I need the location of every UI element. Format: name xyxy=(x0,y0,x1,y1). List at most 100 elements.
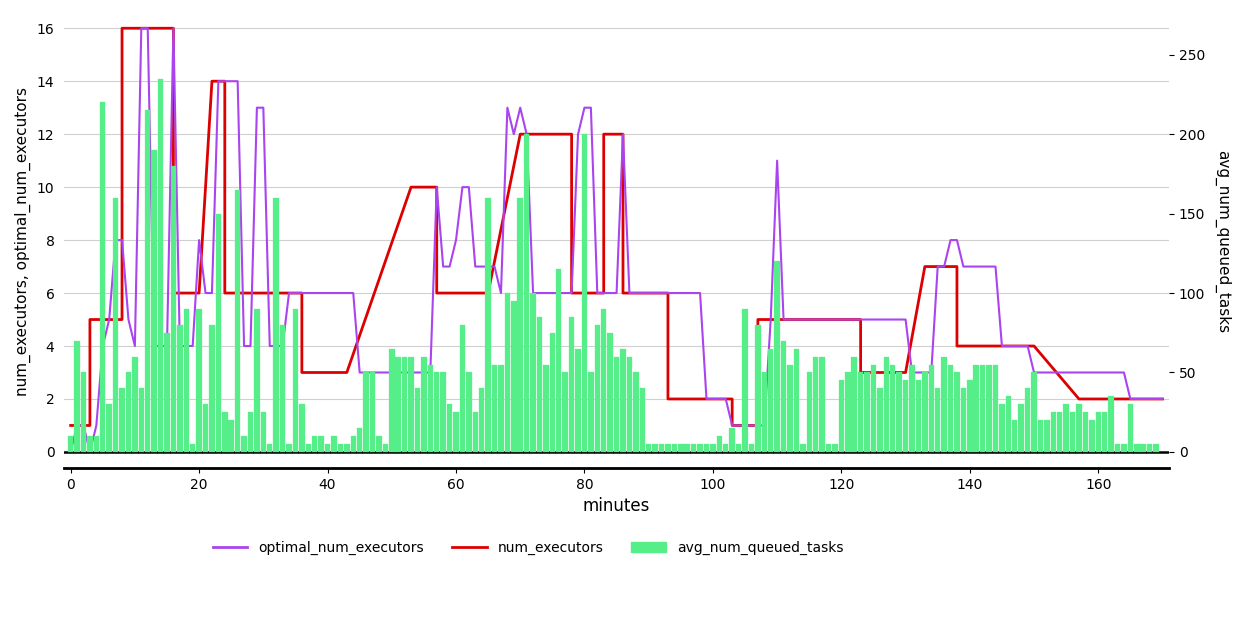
Bar xyxy=(364,373,369,452)
Bar xyxy=(164,333,169,452)
Bar xyxy=(896,373,901,452)
Y-axis label: num_executors, optimal_num_executors: num_executors, optimal_num_executors xyxy=(15,87,31,396)
X-axis label: minutes: minutes xyxy=(583,497,650,515)
Bar xyxy=(748,444,754,452)
Bar xyxy=(1045,420,1050,452)
Bar xyxy=(319,436,324,452)
Bar xyxy=(742,309,748,452)
Bar xyxy=(774,261,779,452)
Bar xyxy=(756,325,761,452)
Bar xyxy=(396,356,401,452)
Bar xyxy=(671,444,677,452)
Bar xyxy=(197,309,202,452)
Bar xyxy=(781,340,787,452)
Bar xyxy=(107,404,112,452)
Bar xyxy=(1031,373,1037,452)
Bar xyxy=(524,134,529,452)
Bar xyxy=(691,444,696,452)
Bar xyxy=(1134,444,1139,452)
Bar xyxy=(177,325,183,452)
Bar xyxy=(357,428,362,452)
Bar xyxy=(441,373,446,452)
Bar xyxy=(575,349,580,452)
Bar xyxy=(1063,404,1069,452)
Bar xyxy=(1122,444,1127,452)
Bar xyxy=(807,373,812,452)
Bar xyxy=(703,444,710,452)
Bar xyxy=(93,436,100,452)
Bar xyxy=(260,412,266,452)
Bar xyxy=(120,389,124,452)
Bar xyxy=(222,412,228,452)
Bar xyxy=(325,444,330,452)
Bar xyxy=(839,380,844,452)
Bar xyxy=(100,102,106,452)
Bar xyxy=(845,373,850,452)
Bar xyxy=(679,444,684,452)
Bar xyxy=(967,380,972,452)
Bar xyxy=(235,190,240,452)
Bar xyxy=(68,436,73,452)
Bar xyxy=(832,444,838,452)
Bar xyxy=(685,444,690,452)
Bar xyxy=(152,150,157,452)
Bar xyxy=(190,444,195,452)
Bar xyxy=(126,373,131,452)
Bar xyxy=(581,134,588,452)
Bar xyxy=(504,293,510,452)
Bar xyxy=(819,356,825,452)
Bar xyxy=(421,356,427,452)
Bar xyxy=(229,420,234,452)
Bar xyxy=(158,79,163,452)
Bar xyxy=(852,356,857,452)
Bar xyxy=(986,365,992,452)
Bar xyxy=(530,293,535,452)
Bar xyxy=(1057,412,1062,452)
Bar xyxy=(144,110,151,452)
Bar xyxy=(543,365,549,452)
Bar xyxy=(961,389,966,452)
Bar xyxy=(1051,412,1056,452)
Bar xyxy=(75,340,80,452)
Bar xyxy=(466,373,472,452)
Bar xyxy=(813,356,818,452)
Bar xyxy=(171,166,176,452)
Bar xyxy=(929,365,934,452)
Bar xyxy=(717,436,722,452)
Bar xyxy=(537,317,543,452)
Bar xyxy=(408,356,413,452)
Bar xyxy=(1012,420,1017,452)
Bar xyxy=(601,309,606,452)
Bar xyxy=(710,444,716,452)
Bar xyxy=(254,309,260,452)
Bar xyxy=(909,365,915,452)
Bar xyxy=(665,444,671,452)
Bar xyxy=(518,198,523,452)
Bar xyxy=(280,325,285,452)
Bar xyxy=(793,349,799,452)
Bar xyxy=(1153,444,1159,452)
Bar xyxy=(492,365,497,452)
Bar xyxy=(81,373,86,452)
Bar xyxy=(903,380,909,452)
Bar xyxy=(557,269,561,452)
Bar xyxy=(274,198,279,452)
Bar xyxy=(435,373,439,452)
Bar xyxy=(266,444,273,452)
Bar xyxy=(1114,444,1120,452)
Bar xyxy=(1102,412,1107,452)
Bar xyxy=(992,365,998,452)
Bar xyxy=(768,349,773,452)
Bar xyxy=(1006,396,1011,452)
Bar xyxy=(459,325,466,452)
Bar xyxy=(652,444,657,452)
Bar xyxy=(762,373,767,452)
Bar xyxy=(1069,412,1076,452)
Bar xyxy=(549,333,555,452)
Bar xyxy=(337,444,344,452)
Bar xyxy=(646,444,651,452)
Bar xyxy=(132,356,138,452)
Bar xyxy=(376,436,382,452)
Bar xyxy=(974,365,979,452)
Y-axis label: avg_num_queued_tasks: avg_num_queued_tasks xyxy=(1214,150,1230,333)
